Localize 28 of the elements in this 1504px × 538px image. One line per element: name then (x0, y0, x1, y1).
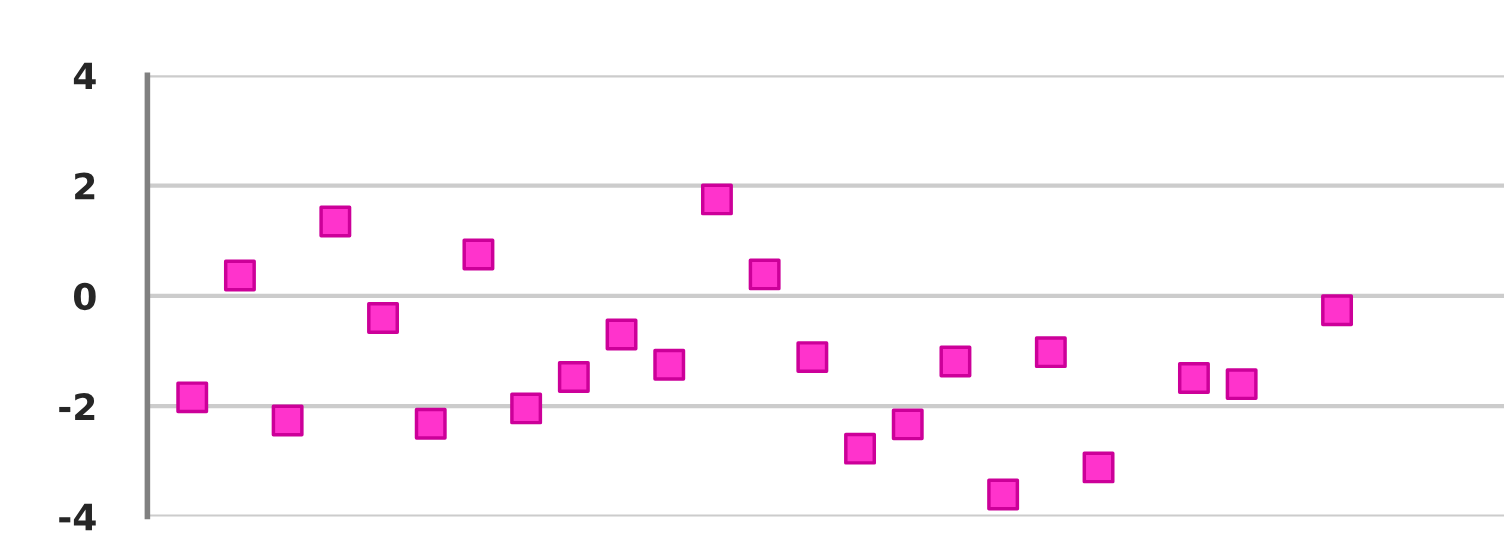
y-tick-label: -2 (59, 393, 95, 420)
point (414, 407, 447, 440)
y-tick-label: -4 (59, 503, 96, 531)
point (1082, 451, 1115, 484)
point (1321, 294, 1354, 327)
point (1034, 336, 1067, 369)
point (939, 345, 972, 378)
point (367, 301, 400, 334)
point (176, 381, 209, 414)
point (271, 404, 304, 437)
point (319, 205, 352, 238)
y-tick-label: 2 (75, 172, 95, 200)
point (1225, 368, 1258, 401)
point (700, 183, 733, 216)
point (510, 392, 543, 425)
point (557, 360, 590, 393)
point (987, 478, 1020, 511)
y-tick-label: 0 (73, 282, 96, 311)
point (653, 348, 686, 381)
point (748, 258, 781, 291)
point (796, 341, 829, 374)
point (1177, 362, 1210, 395)
y-tick-label: 4 (73, 62, 96, 90)
point (891, 408, 924, 441)
point (605, 318, 638, 351)
point (844, 432, 877, 465)
point (223, 259, 256, 292)
point (462, 238, 495, 271)
